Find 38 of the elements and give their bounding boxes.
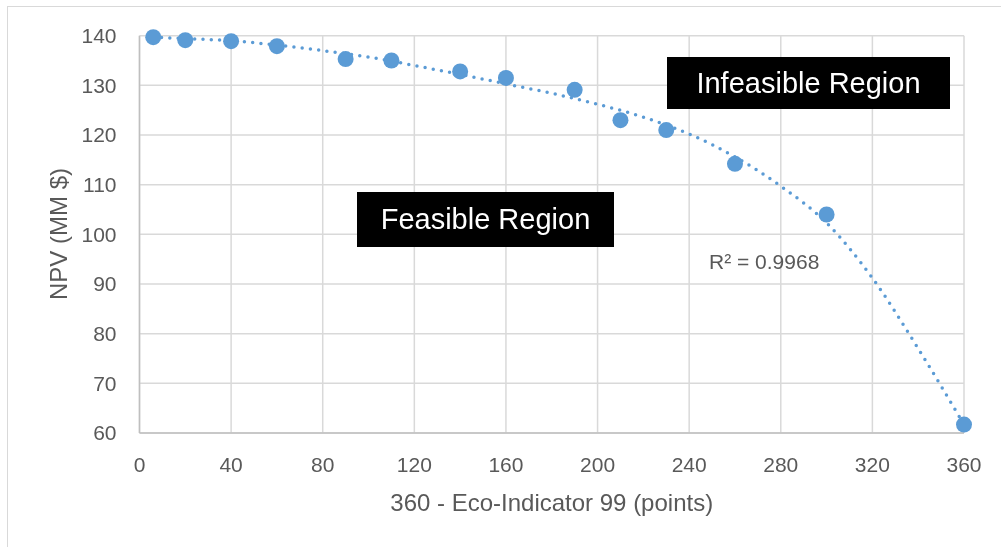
x-tick-label: 40 bbox=[219, 452, 243, 476]
annotation: Infeasible Region bbox=[696, 66, 921, 100]
y-tick-label: 120 bbox=[81, 123, 117, 147]
x-axis-title: 360 - Eco-Indicator 99 (points) bbox=[389, 489, 715, 517]
x-tick-label: 160 bbox=[488, 452, 524, 476]
point bbox=[818, 206, 835, 223]
y-tick-label: 80 bbox=[93, 322, 117, 346]
point bbox=[658, 122, 675, 139]
point bbox=[145, 29, 162, 46]
point bbox=[177, 32, 194, 49]
y-tick-label: 110 bbox=[83, 173, 117, 197]
point bbox=[223, 33, 240, 50]
x-tick-label: 80 bbox=[311, 452, 335, 476]
point bbox=[566, 81, 583, 98]
x-tick-label: 360 bbox=[946, 452, 982, 476]
x-tick-label: 200 bbox=[580, 452, 616, 476]
x-tick-label: 320 bbox=[854, 452, 890, 476]
point bbox=[268, 38, 285, 55]
annotation: Feasible Region bbox=[380, 203, 591, 236]
point bbox=[612, 112, 629, 129]
y-tick-label: 70 bbox=[93, 371, 117, 395]
x-tick-label: 280 bbox=[763, 452, 799, 476]
y-tick-label: 140 bbox=[81, 24, 117, 48]
y-tick-label: 130 bbox=[81, 73, 117, 97]
point bbox=[452, 63, 469, 80]
point bbox=[337, 51, 354, 68]
point bbox=[726, 155, 743, 172]
x-tick-label: 120 bbox=[396, 452, 432, 476]
annotation: R² = 0.9968 bbox=[709, 250, 820, 274]
point bbox=[497, 69, 514, 86]
point bbox=[383, 52, 400, 69]
x-tick-label: 240 bbox=[671, 452, 707, 476]
y-tick-label: 90 bbox=[93, 272, 117, 296]
point bbox=[956, 416, 972, 433]
y-tick-label: 100 bbox=[81, 222, 117, 246]
y-axis-title: NPV (MM $) bbox=[44, 168, 73, 301]
x-tick-label: 0 bbox=[133, 452, 146, 476]
y-tick-label: 60 bbox=[93, 421, 117, 445]
